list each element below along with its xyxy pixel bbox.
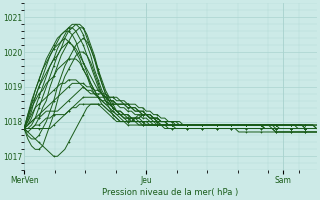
X-axis label: Pression niveau de la mer( hPa ): Pression niveau de la mer( hPa ) — [102, 188, 238, 197]
